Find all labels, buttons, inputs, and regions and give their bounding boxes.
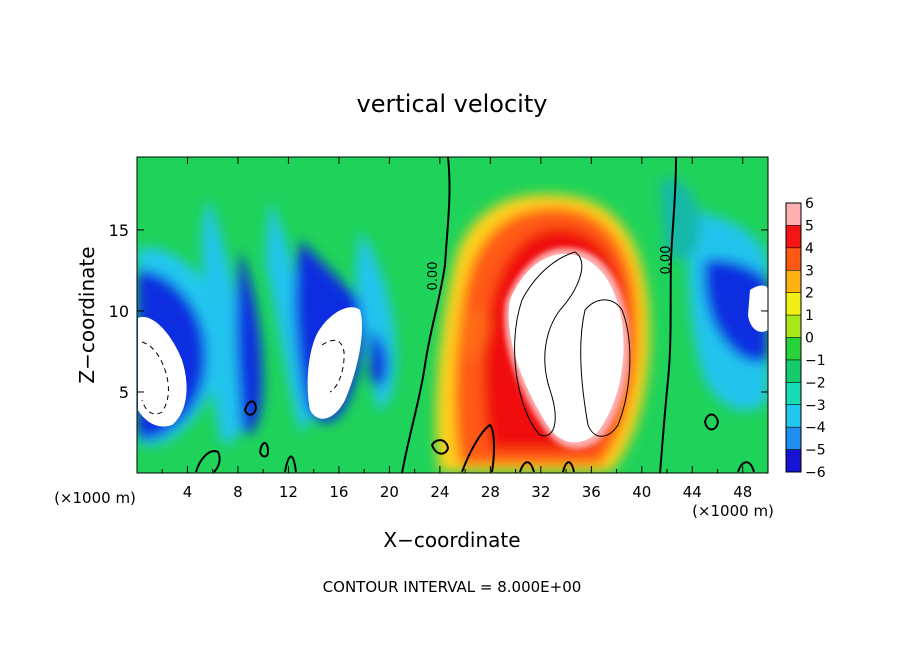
colorbar-tick-label: 2 <box>805 286 814 302</box>
colorbar-swatch <box>786 337 801 361</box>
colorbar-tick-label: 1 <box>805 308 814 324</box>
x-tick-label: 12 <box>279 483 298 501</box>
x-tick-label: 36 <box>582 483 601 501</box>
contour-label: 0.00 <box>426 262 441 291</box>
colorbar-swatch <box>786 449 801 473</box>
velocity-field <box>137 157 768 473</box>
x-tick-label: 44 <box>683 483 702 501</box>
contour-interval-note: CONTOUR INTERVAL = 8.000E+00 <box>323 578 582 596</box>
colorbar-tick-label: −3 <box>805 398 826 414</box>
colorbar-swatch <box>786 247 801 271</box>
y-tick-label: 15 <box>109 221 129 240</box>
colorbar-tick-label: 4 <box>805 241 814 257</box>
colorbar-tick-label: −2 <box>805 375 826 391</box>
colorbar-tick-label: −6 <box>805 465 826 481</box>
contour-label: 0.00 <box>659 246 674 275</box>
colorbar-tick-label: 5 <box>805 218 814 234</box>
chart-title: vertical velocity <box>357 90 548 118</box>
x-tick-label: 32 <box>531 483 550 501</box>
colorbar-swatch <box>786 315 801 338</box>
x-unit-right: (×1000 m) <box>692 502 774 520</box>
x-tick-label: 24 <box>430 483 449 501</box>
colorbar-swatch <box>786 404 801 428</box>
colorbar-tick-label: 3 <box>805 263 814 279</box>
colorbar: 6 5 4 3 2 1 0 −1 −2 −3 −4 −5 −6 <box>785 196 826 481</box>
colorbar-tick-label: 6 <box>805 196 814 212</box>
colorbar-swatch <box>786 292 801 316</box>
x-tick-label: 4 <box>183 483 193 501</box>
colorbar-tick-label: 0 <box>805 331 814 347</box>
x-axis-label: X−coordinate <box>383 528 520 552</box>
colorbar-swatch <box>786 427 801 451</box>
y-tick-label: 10 <box>109 302 129 321</box>
colorbar-tick-label: −1 <box>805 353 826 369</box>
x-tick-label: 28 <box>481 483 500 501</box>
plot-frame <box>136 156 769 474</box>
colorbar-swatch <box>786 270 801 294</box>
x-tick-label: 16 <box>329 483 348 501</box>
y-tick-label: 5 <box>119 383 129 402</box>
x-tick-label: 40 <box>632 483 651 501</box>
colorbar-tick-label: −5 <box>805 443 826 459</box>
colorbar-tick-label: −4 <box>805 420 826 436</box>
x-unit-left: (×1000 m) <box>54 489 136 507</box>
colorbar-swatch <box>786 382 801 406</box>
y-axis: 5 10 15 <box>109 221 768 402</box>
y-axis-label: Z−coordinate <box>75 246 99 383</box>
colorbar-swatch <box>786 359 801 383</box>
x-tick-label: 8 <box>233 483 243 501</box>
x-tick-label: 20 <box>380 483 399 501</box>
x-tick-label: 48 <box>733 483 752 501</box>
colorbar-swatch <box>786 225 801 249</box>
colorbar-swatch <box>786 203 801 226</box>
x-axis: 4 8 12 16 20 24 28 32 36 40 44 48 <box>161 157 752 501</box>
